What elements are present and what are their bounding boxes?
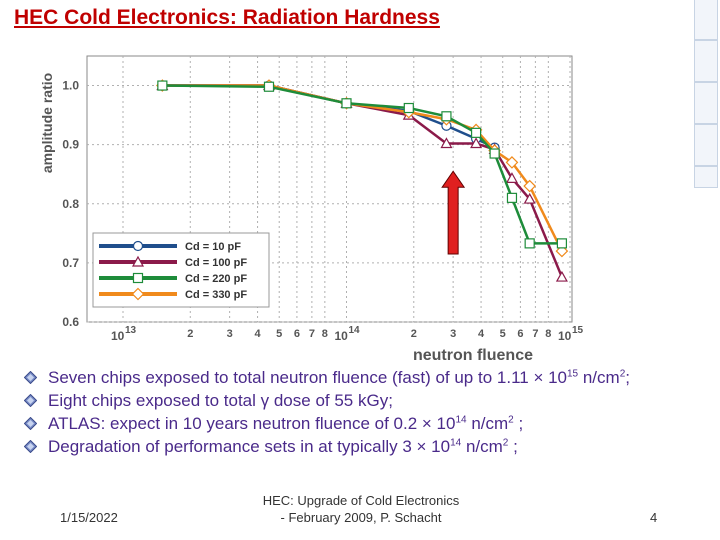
diamond-bullet-icon (24, 440, 37, 453)
data-point (555, 270, 568, 282)
decorative-grid-strip (690, 0, 720, 540)
legend-label: Cd = 10 pF (185, 241, 241, 253)
data-point (441, 111, 452, 122)
data-point (157, 80, 168, 91)
chart-legend: Cd = 10 pF Cd = 100 pF Cd = 220 pF Cd = 330… (92, 232, 270, 308)
bullet-item: ATLAS: expect in 10 years neutron fluenc… (22, 412, 672, 435)
footer-caption-line: - February 2009, P. Schacht (280, 510, 442, 525)
data-point (505, 156, 519, 169)
diamond-bullet-icon (24, 417, 37, 430)
x-tick-exponent: 15 (572, 325, 584, 336)
y-tick-label: 0.7 (62, 256, 79, 270)
red-arrow-icon (441, 170, 466, 255)
data-point (524, 238, 535, 249)
bullet-text: Eight chips exposed to total γ dose of 5… (48, 391, 393, 410)
bullet-text: Degradation of performance sets in at ty… (48, 437, 451, 456)
slide-title: HEC Cold Electronics: Radiation Hardness (14, 6, 440, 29)
x-tick-label: 4 (254, 328, 261, 340)
legend-label: Cd = 100 pF (185, 257, 247, 269)
bullet-item: Eight chips exposed to total γ dose of 5… (22, 389, 672, 412)
legend-item: Cd = 100 pF (99, 255, 247, 269)
diamond-bullet-icon (24, 371, 37, 384)
x-tick-label: 4 (478, 328, 485, 340)
y-tick-label: 0.9 (62, 138, 79, 152)
footer-caption-line: HEC: Upgrade of Cold Electronics (262, 493, 460, 508)
y-tick-label: 0.6 (62, 315, 79, 329)
series-line (162, 84, 562, 245)
x-tick-label: 10 (335, 329, 349, 343)
fluence-chart: 1.00.90.80.70.6 10 13 2 3 4 5 6 7 8 10 14 2 3 4 5 6 7 8 10… (39, 55, 584, 364)
footer-date: 1/15/2022 (60, 510, 118, 525)
x-axis-label: neutron fluence (413, 347, 533, 364)
series-square (157, 80, 568, 249)
data-point (440, 137, 453, 149)
x-tick-label: 3 (450, 328, 456, 340)
legend-marker (131, 255, 145, 267)
legend-marker (132, 240, 144, 252)
data-point (470, 127, 482, 138)
legend-label: Cd = 330 pF (185, 289, 247, 301)
x-tick-label: 7 (309, 328, 315, 340)
data-point (470, 137, 483, 149)
page-number: 4 (650, 510, 658, 525)
y-tick-label: 0.8 (62, 197, 79, 211)
legend-item: Cd = 10 pF (99, 240, 241, 253)
diamond-bullet-icon (24, 394, 37, 407)
bullet-list: Seven chips exposed to total neutron flu… (22, 366, 672, 458)
x-tick-label: 6 (294, 328, 300, 340)
data-point (505, 172, 518, 183)
legend-marker (132, 272, 144, 284)
x-tick-label: 8 (545, 328, 551, 340)
data-point (506, 192, 518, 203)
footer-caption: HEC: Upgrade of Cold Electronics - Febru… (230, 492, 492, 526)
x-tick-exponent: 14 (349, 325, 361, 336)
data-point (341, 98, 352, 109)
legend-item: Cd = 220 pF (99, 272, 247, 285)
x-tick-label: 5 (500, 328, 506, 340)
data-point (403, 102, 414, 114)
legend-item: Cd = 330 pF (99, 287, 247, 301)
x-tick-label: 3 (227, 328, 233, 340)
bullet-item: Degradation of performance sets in at ty… (22, 435, 672, 458)
x-tick-label: 10 (111, 329, 125, 343)
y-axis-label: amplitude ratio (39, 73, 55, 173)
data-point (523, 179, 537, 193)
y-tick-label: 1.0 (62, 79, 79, 93)
data-point (523, 192, 536, 204)
data-point (263, 81, 275, 92)
x-tick-label: 6 (517, 328, 523, 340)
x-tick-label: 8 (322, 328, 328, 340)
x-tick-label: 10 (558, 329, 572, 343)
bullet-text: ATLAS: expect in 10 years neutron fluenc… (48, 414, 456, 433)
x-tick-label: 2 (411, 328, 417, 340)
data-point (489, 148, 500, 159)
x-tick-exponent: 13 (125, 325, 137, 336)
legend-label: Cd = 220 pF (185, 273, 247, 285)
bullet-item: Seven chips exposed to total neutron flu… (22, 366, 672, 389)
x-tick-label: 5 (276, 328, 282, 340)
data-point (556, 238, 568, 249)
legend-marker (131, 287, 145, 301)
bullet-text: Seven chips exposed to total neutron flu… (48, 368, 567, 387)
x-tick-label: 2 (187, 328, 193, 340)
x-tick-label: 7 (532, 328, 538, 340)
